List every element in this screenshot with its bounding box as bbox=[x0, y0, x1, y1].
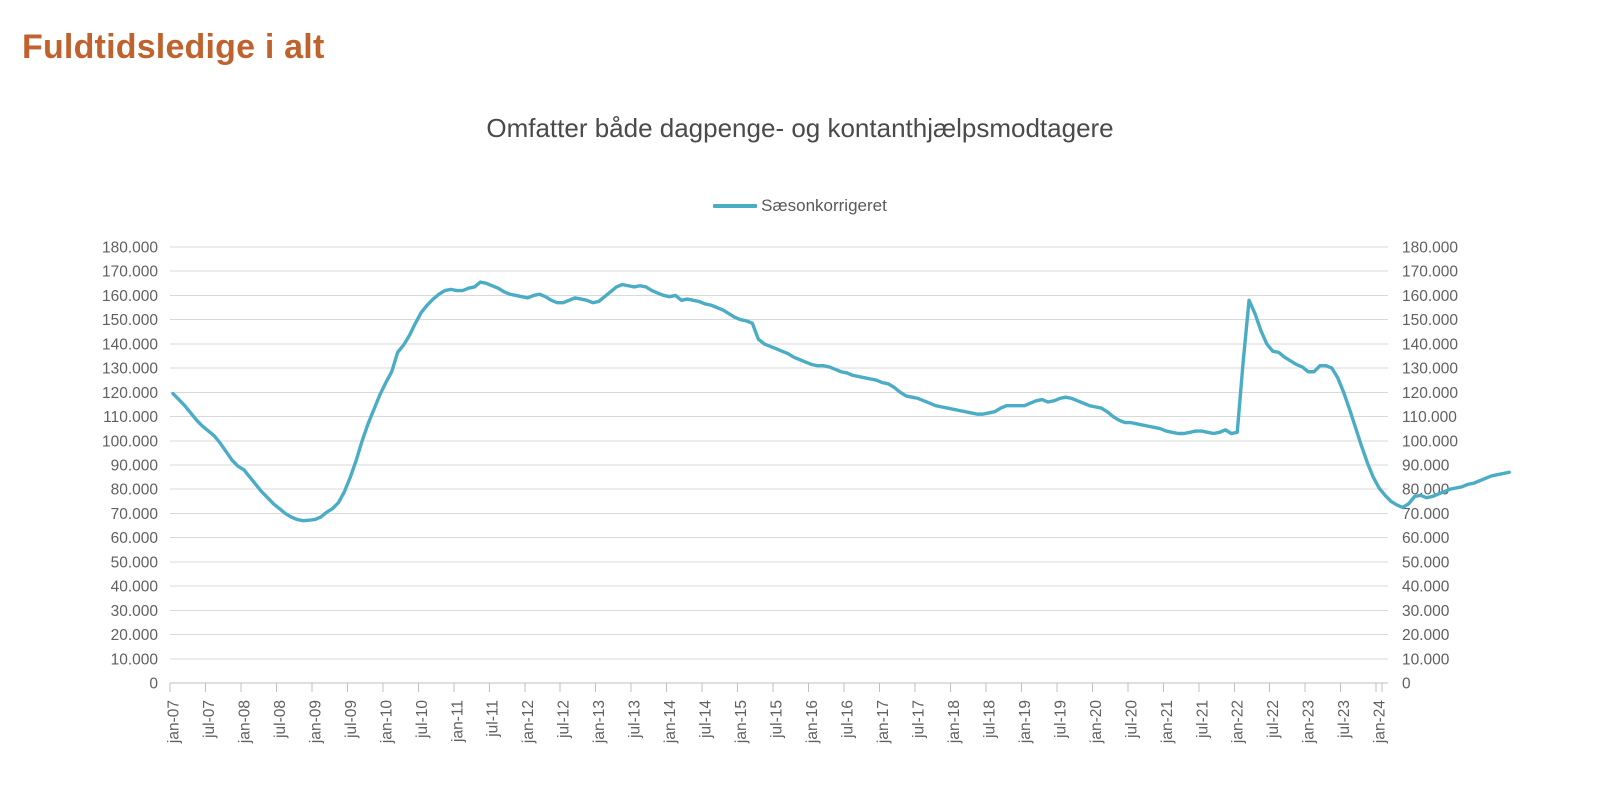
chart-subtitle: Omfatter både dagpenge- og kontanthjælps… bbox=[486, 113, 1114, 143]
legend-item-label: Sæsonkorrigeret bbox=[761, 196, 887, 215]
x-axis-tick-label: jan-22 bbox=[1230, 700, 1247, 744]
y-axis-tick-label: 40.000 bbox=[111, 579, 159, 596]
y-axis-tick-label: 0 bbox=[149, 676, 158, 693]
y-axis-tick-label: 110.000 bbox=[103, 409, 158, 426]
x-axis-tick-label: jul-11 bbox=[485, 700, 502, 738]
y-axis-tick-label: 20.000 bbox=[111, 627, 159, 644]
y-axis-tick-label: 30.000 bbox=[111, 603, 159, 620]
y-axis-tick-label: 0 bbox=[1402, 676, 1411, 693]
y-axis-tick-label: 60.000 bbox=[111, 530, 159, 547]
y-axis-tick-label: 140.000 bbox=[102, 336, 158, 353]
x-axis-tick-label: jan-09 bbox=[307, 700, 324, 744]
x-axis-tick-label: jan-14 bbox=[662, 700, 679, 744]
y-axis-tick-label: 90.000 bbox=[1402, 458, 1450, 475]
gridlines bbox=[170, 246, 1388, 660]
x-axis-tick-label: jan-07 bbox=[165, 700, 182, 744]
x-axis-tick-label: jul-12 bbox=[556, 700, 573, 739]
y-axis-tick-label: 50.000 bbox=[111, 554, 159, 571]
y-axis-tick-label: 110.000 bbox=[1402, 409, 1457, 426]
y-axis-tick-label: 150.000 bbox=[102, 312, 158, 329]
y-axis-tick-label: 10.000 bbox=[111, 651, 159, 668]
x-axis-tick-label: jul-22 bbox=[1265, 700, 1282, 739]
y-axis-tick-label: 100.000 bbox=[1402, 433, 1458, 450]
y-axis-tick-label: 10.000 bbox=[1402, 651, 1450, 668]
y-axis-tick-label: 160.000 bbox=[102, 288, 158, 305]
x-axis-tick-label: jul-10 bbox=[414, 700, 431, 739]
y-axis-tick-label: 160.000 bbox=[1402, 288, 1458, 305]
x-axis-tick-label: jan-11 bbox=[449, 700, 466, 743]
x-axis-tick-label: jul-20 bbox=[1123, 700, 1140, 739]
x-axis-tick-label: jul-13 bbox=[627, 700, 644, 739]
x-axis-tick-label: jan-24 bbox=[1372, 700, 1389, 744]
y-axis-tick-label: 140.000 bbox=[1402, 336, 1458, 353]
x-axis-tick-label: jul-07 bbox=[201, 700, 218, 739]
y-axis-tick-label: 40.000 bbox=[1402, 579, 1450, 596]
x-axis-tick-label: jan-17 bbox=[875, 700, 892, 744]
y-axis-tick-label: 180.000 bbox=[1402, 240, 1458, 257]
x-axis-labels: jan-07 jul-07 jan-08 jul-08 jan-09 jul-09 jan-… bbox=[165, 700, 1388, 744]
x-axis-tick-label: jul-17 bbox=[910, 700, 927, 739]
x-axis-tick-label: jan-15 bbox=[733, 700, 750, 744]
x-axis-tick-label: jan-23 bbox=[1301, 700, 1318, 744]
chart-legend: Sæsonkorrigeret bbox=[0, 196, 1600, 216]
x-axis-tick-label: jul-19 bbox=[1052, 700, 1069, 739]
y-axis-tick-label: 80.000 bbox=[111, 482, 159, 499]
x-axis-tick-label: jul-16 bbox=[839, 700, 856, 739]
y-axis-tick-label: 90.000 bbox=[111, 458, 159, 475]
x-axis-tick-label: jul-23 bbox=[1336, 700, 1353, 739]
x-axis-tick-label: jan-10 bbox=[378, 700, 395, 744]
page-title: Fuldtidsledige i alt bbox=[22, 28, 325, 66]
x-axis-tick-label: jul-21 bbox=[1194, 700, 1211, 739]
y-axis-tick-label: 180.000 bbox=[102, 240, 158, 257]
y-axis-tick-label: 20.000 bbox=[1402, 627, 1450, 644]
series-line-saesonkorrigeret bbox=[171, 280, 1511, 523]
x-axis-tick-label: jan-12 bbox=[520, 700, 537, 744]
x-axis-tick-label: jul-14 bbox=[698, 700, 715, 739]
y-axis-tick-label: 30.000 bbox=[1402, 603, 1450, 620]
x-axis-tick-label: jul-09 bbox=[343, 700, 360, 739]
y-axis-tick-label: 70.000 bbox=[1402, 506, 1450, 523]
x-axis-tick-label: jan-20 bbox=[1088, 700, 1105, 744]
x-axis-tick-label: jan-16 bbox=[804, 700, 821, 744]
y-axis-tick-label: 50.000 bbox=[1402, 554, 1450, 571]
y-axis-tick-label: 150.000 bbox=[1402, 312, 1458, 329]
y-axis-tick-label: 120.000 bbox=[1402, 385, 1458, 402]
y-axis-left-labels: 180.000 170.000 160.000 150.000 140.000 130.0… bbox=[102, 240, 158, 693]
x-axis-tick-label: jan-13 bbox=[591, 700, 608, 744]
y-axis-tick-label: 170.000 bbox=[1402, 264, 1458, 281]
y-axis-tick-label: 120.000 bbox=[102, 385, 158, 402]
y-axis-tick-label: 70.000 bbox=[111, 506, 159, 523]
x-axis-tick-label: jul-15 bbox=[769, 700, 786, 739]
x-axis bbox=[169, 682, 1388, 692]
y-axis-tick-label: 60.000 bbox=[1402, 530, 1450, 547]
x-axis-tick-label: jan-21 bbox=[1159, 700, 1176, 744]
legend-line-swatch bbox=[713, 204, 758, 208]
x-axis-tick-label: jul-08 bbox=[272, 700, 289, 739]
y-axis-right-labels: 180.000 170.000 160.000 150.000 140.000 130.0… bbox=[1402, 240, 1458, 693]
x-axis-tick-label: jan-18 bbox=[946, 700, 963, 744]
y-axis-tick-label: 100.000 bbox=[102, 433, 158, 450]
x-axis-tick-label: jul-18 bbox=[981, 700, 998, 739]
y-axis-tick-label: 130.000 bbox=[1402, 361, 1458, 378]
y-axis-tick-label: 170.000 bbox=[102, 264, 158, 281]
y-axis-tick-label: 130.000 bbox=[102, 361, 158, 378]
x-axis-tick-label: jan-19 bbox=[1017, 700, 1034, 744]
x-axis-tick-label: jan-08 bbox=[236, 700, 253, 744]
